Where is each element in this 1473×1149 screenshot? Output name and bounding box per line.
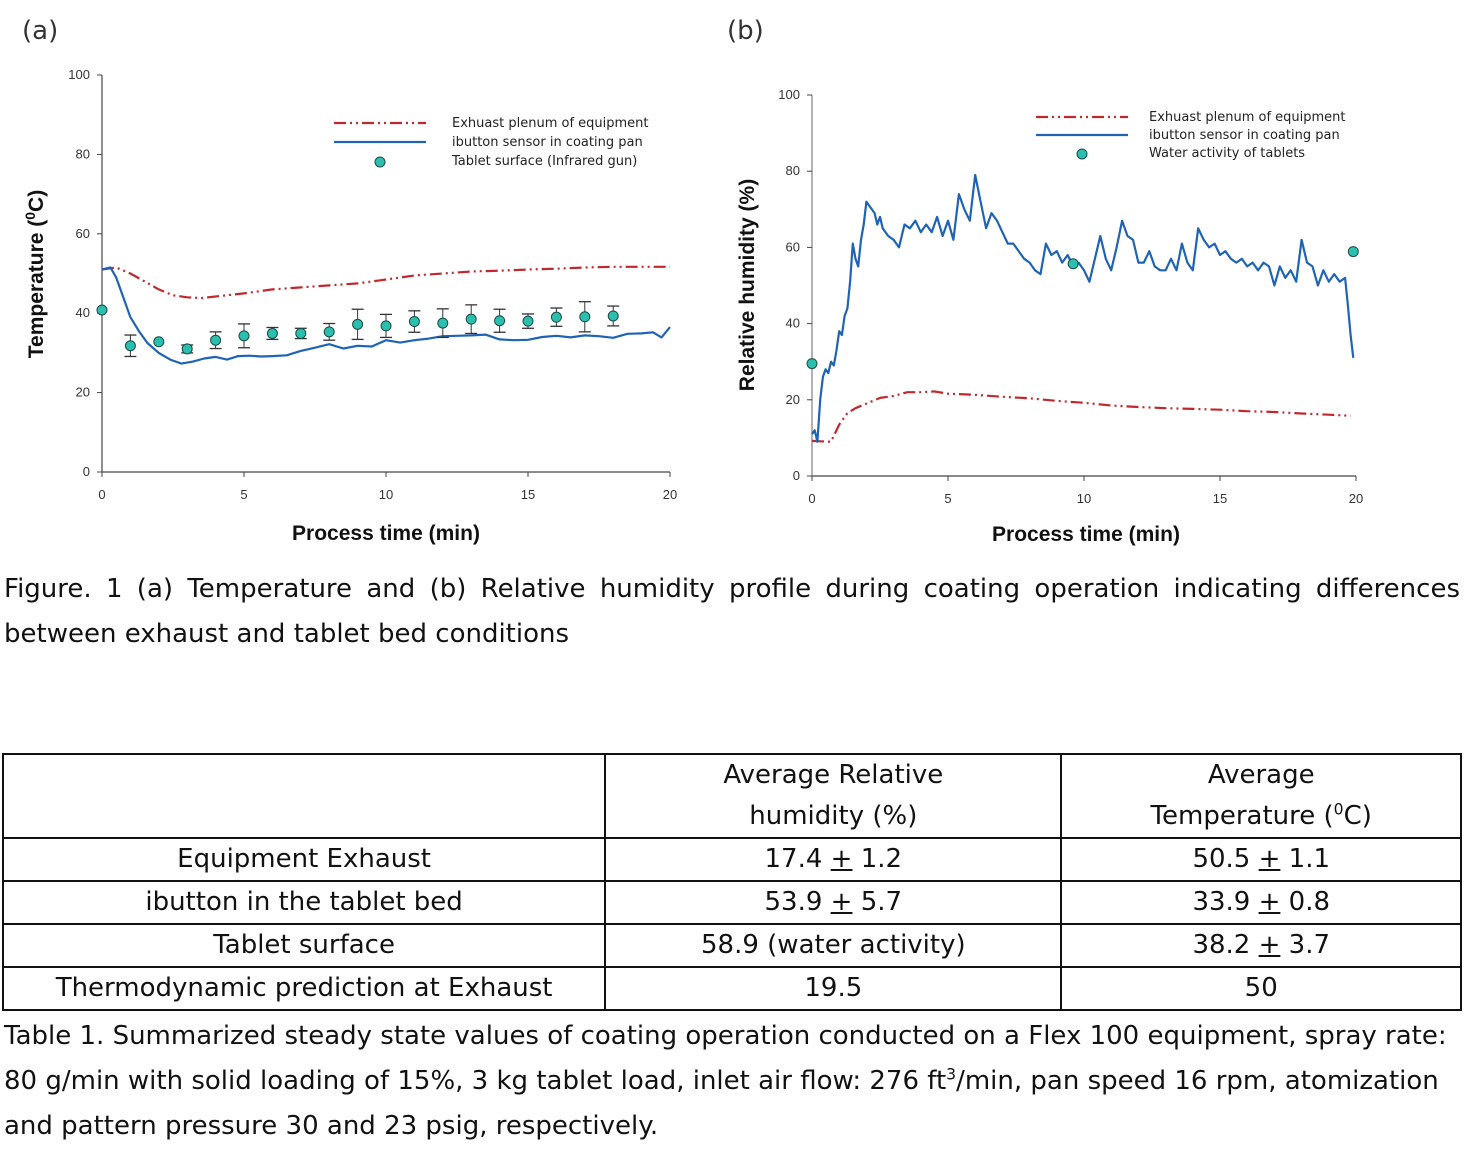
- panel-label-b: (b): [727, 16, 764, 46]
- chart-a-data-point: [124, 340, 136, 352]
- chart-b-legend-label: Exhuast plenum of equipment: [1149, 110, 1346, 125]
- table-row: Tablet surface 58.9 (water activity) 38.…: [1, 923, 1462, 968]
- table-row: Equipment Exhaust 17.4 + 1.2 50.5 + 1.1: [1, 837, 1462, 882]
- chart-a-series-ibutton: [101, 266, 671, 365]
- summary-table: Average Relative humidity (%) Average Temp…: [1, 753, 1462, 1011]
- chart-b-data-point: [1347, 246, 1359, 258]
- chart-a-y-tick-label: 80: [76, 146, 90, 161]
- table-header-row: Average Relative humidity (%) Average Temp…: [1, 753, 1462, 839]
- chart-b-xlabel: Process time (min): [992, 523, 1180, 546]
- chart-a-data-point: [153, 336, 165, 348]
- chart-a-legend: Exhuast plenum of equipment ibutton senso…: [334, 116, 649, 169]
- chart-a-data-point: [266, 327, 278, 339]
- chart-a-data-point: [210, 334, 222, 346]
- row-label: Tablet surface: [1, 923, 607, 968]
- chart-b-y-tick-label: 20: [786, 392, 800, 407]
- chart-a-ylabel: Temperature (0C): [22, 190, 48, 358]
- chart-a-data-point: [181, 343, 193, 355]
- chart-b-x-tick-label: 0: [808, 491, 815, 506]
- chart-b-series-ibutton: [811, 173, 1355, 443]
- header-empty: [1, 753, 607, 839]
- chart-a-data-point: [238, 330, 250, 342]
- chart-a-data-point: [437, 317, 449, 329]
- chart-a-axes: 0 20 40 60 80 100 0 5 10 15 20: [68, 67, 677, 502]
- chart-a-y-tick-label: 100: [68, 67, 90, 82]
- chart-a-y-tick-label: 60: [76, 226, 90, 241]
- chart-b-legend-label: ibutton sensor in coating pan: [1149, 128, 1340, 143]
- chart-a-data-point: [96, 304, 108, 316]
- temp-value: 50.5 + 1.1: [1060, 837, 1462, 882]
- chart-a-y-tick-label: 20: [76, 385, 90, 400]
- chart-a-data-point: [607, 310, 619, 322]
- temp-value: 38.2 + 3.7: [1060, 923, 1462, 968]
- chart-b-legend-label: Water activity of tablets: [1149, 146, 1305, 161]
- chart-b-series: [806, 173, 1359, 443]
- chart-a-data-point: [579, 311, 591, 323]
- chart-b-data-point: [806, 358, 818, 370]
- table-row: Thermodynamic prediction at Exhaust 19.5…: [1, 966, 1462, 1011]
- chart-temperature: 0 20 40 60 80 100 0 5 10 15 20 Exhuast plenum of e…: [22, 67, 677, 545]
- temp-value: 50: [1060, 966, 1462, 1011]
- chart-a-data-point: [323, 326, 335, 338]
- chart-b-series-exhaust: [811, 390, 1351, 443]
- chart-a-series-exhaust: [101, 265, 670, 300]
- row-label: Thermodynamic prediction at Exhaust: [1, 966, 607, 1011]
- figure-caption: Figure. 1 (a) Temperature and (b) Relati…: [4, 574, 1460, 649]
- chart-b-y-tick-label: 0: [793, 468, 800, 483]
- chart-a-legend-label: Tablet surface (Infrared gun): [451, 154, 637, 169]
- chart-b-x-tick-label: 20: [1349, 491, 1363, 506]
- chart-a-data-point: [550, 311, 562, 323]
- chart-a-data-point: [295, 327, 307, 339]
- chart-b-y-tick-label: 80: [786, 163, 800, 178]
- chart-relative-humidity: 0 20 40 60 80 100 0 5 10 15 20 Exhuast plenum of e…: [736, 87, 1363, 546]
- chart-a-xlabel: Process time (min): [292, 522, 480, 545]
- chart-a-x-tick-label: 0: [98, 487, 105, 502]
- table-caption: Table 1. Summarized steady state values …: [4, 1021, 1447, 1141]
- chart-b-x-tick-label: 15: [1213, 491, 1227, 506]
- panel-label-a: (a): [22, 16, 59, 46]
- chart-a-legend-label: Exhuast plenum of equipment: [452, 116, 649, 131]
- chart-b-x-tick-label: 5: [944, 491, 951, 506]
- chart-a-x-tick-label: 15: [521, 487, 535, 502]
- table-row: ibutton in the tablet bed 53.9 + 5.7 33.…: [1, 880, 1462, 925]
- header-rh: Average Relative humidity (%): [604, 753, 1063, 839]
- chart-a-data-point: [465, 313, 477, 325]
- chart-b-ylabel: Relative humidity (%): [736, 179, 759, 391]
- chart-b-y-tick-label: 60: [786, 239, 800, 254]
- chart-a-data-point: [494, 315, 506, 327]
- row-label: ibutton in the tablet bed: [1, 880, 607, 925]
- chart-a-series: [96, 265, 671, 365]
- chart-b-legend-marker-swatch: [1076, 148, 1088, 160]
- chart-a-x-tick-label: 5: [240, 487, 247, 502]
- chart-b-y-tick-label: 100: [778, 87, 800, 102]
- chart-a-data-point: [408, 316, 420, 328]
- temp-value: 33.9 + 0.8: [1060, 880, 1462, 925]
- chart-b-axes: 0 20 40 60 80 100 0 5 10 15 20: [778, 87, 1363, 506]
- chart-a-y-tick-label: 40: [76, 305, 90, 320]
- chart-a-legend-marker-swatch: [374, 156, 386, 168]
- chart-a-x-tick-label: 20: [663, 487, 677, 502]
- chart-b-x-tick-label: 10: [1077, 491, 1091, 506]
- chart-a-data-point: [380, 320, 392, 332]
- rh-value: 17.4 + 1.2: [604, 837, 1063, 882]
- header-temp: Average Temperature (0C): [1060, 753, 1462, 839]
- row-label: Equipment Exhaust: [1, 837, 607, 882]
- chart-b-legend: Exhuast plenum of equipment ibutton senso…: [1036, 110, 1346, 161]
- chart-b-data-point: [1067, 258, 1079, 270]
- rh-value: 53.9 + 5.7: [604, 880, 1063, 925]
- chart-a-x-tick-label: 10: [379, 487, 393, 502]
- chart-a-y-tick-label: 0: [83, 464, 90, 479]
- chart-a-data-point: [522, 315, 534, 327]
- chart-a-data-point: [352, 318, 364, 330]
- chart-a-legend-label: ibutton sensor in coating pan: [452, 135, 643, 150]
- rh-value: 19.5: [604, 966, 1063, 1011]
- rh-value: 58.9 (water activity): [604, 923, 1063, 968]
- chart-b-y-tick-label: 40: [786, 316, 800, 331]
